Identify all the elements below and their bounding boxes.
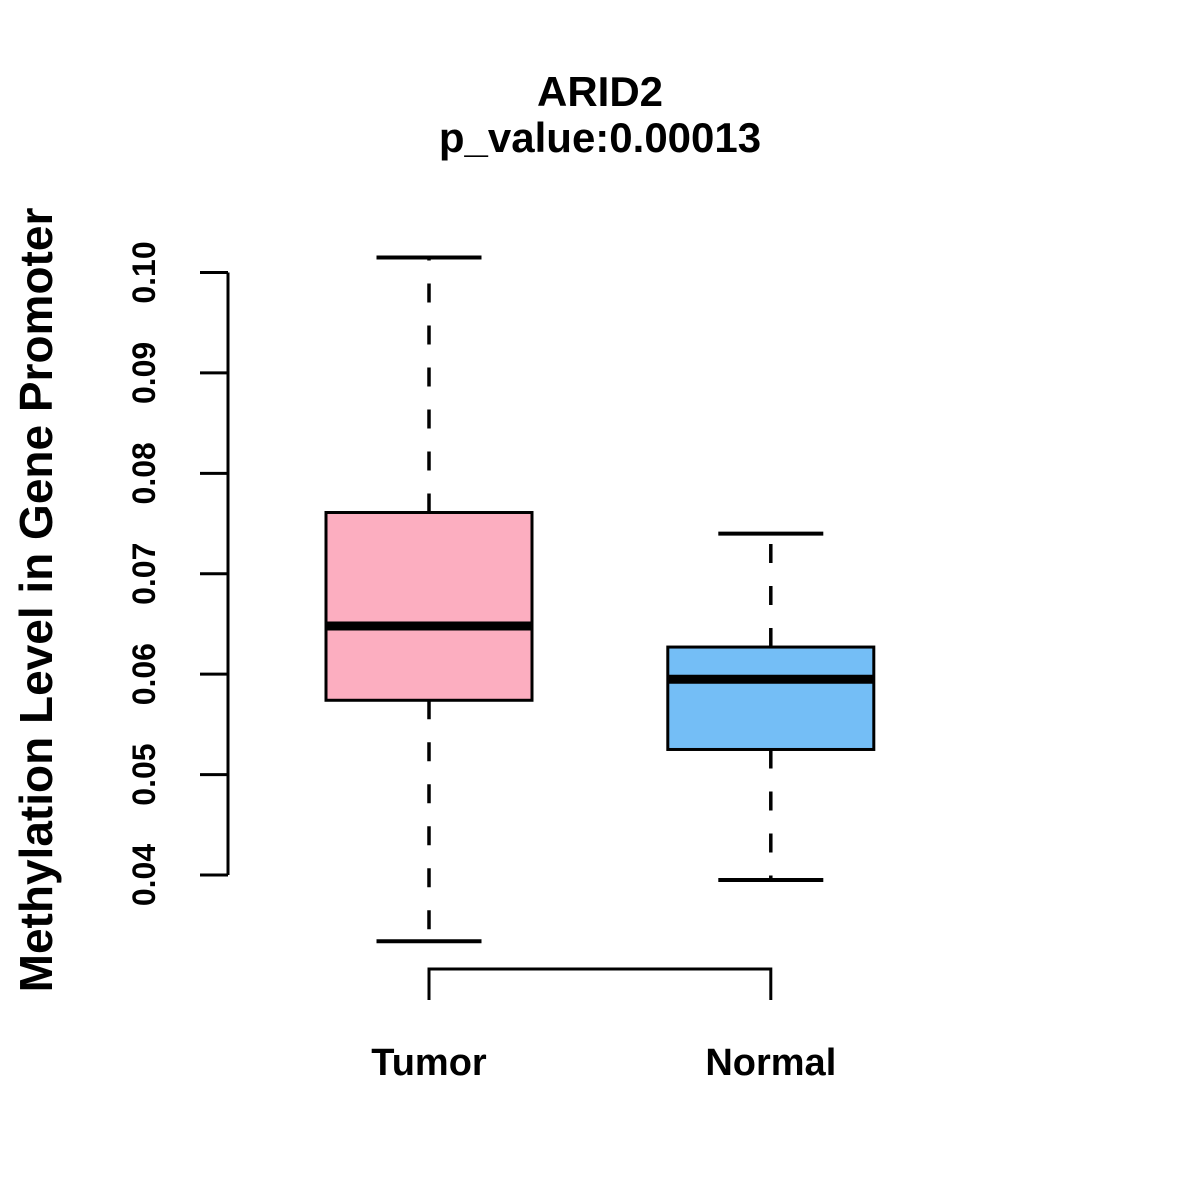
- chart-subtitle: p_value:0.00013: [439, 114, 761, 161]
- iqr-box: [324, 510, 534, 702]
- y-tick-label: 0.07: [126, 543, 162, 605]
- x-axis: Tumor Normal: [371, 967, 836, 1084]
- chart-title: ARID2: [537, 68, 663, 115]
- y-tick-label: 0.05: [126, 743, 162, 805]
- y-tick-label: 0.04: [126, 844, 162, 906]
- y-tick-label: 0.09: [126, 342, 162, 404]
- iqr-box: [666, 645, 876, 751]
- plot-area: [324, 255, 876, 944]
- y-tick-label: 0.06: [126, 643, 162, 705]
- x-tick-label-tumor: Tumor: [371, 1042, 487, 1084]
- y-tick-label: 0.08: [126, 442, 162, 504]
- box-group-tumor: [324, 255, 534, 944]
- y-axis: 0.04 0.05 0.06 0.07 0.08 0.09 0.10: [126, 241, 230, 906]
- y-tick-label: 0.10: [126, 241, 162, 303]
- x-tick-label-normal: Normal: [705, 1042, 836, 1084]
- x-axis-bracket: [427, 967, 773, 1000]
- box-group-normal: [666, 531, 876, 883]
- y-axis-label: Methylation Level in Gene Promoter: [10, 208, 62, 993]
